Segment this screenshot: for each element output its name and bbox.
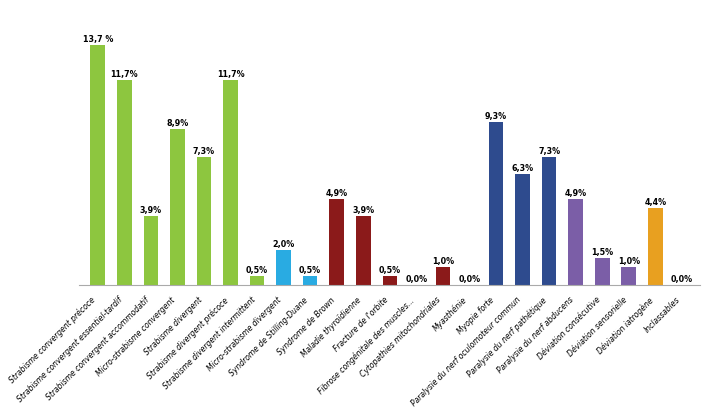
Text: 1,0%: 1,0% [618, 256, 640, 266]
Bar [542, 157, 556, 285]
Text: 0,0%: 0,0% [671, 274, 693, 283]
Bar [90, 46, 105, 285]
Bar [383, 276, 397, 285]
Text: 9,3%: 9,3% [485, 112, 507, 121]
Text: 7,3%: 7,3% [193, 147, 215, 155]
Text: 0,0%: 0,0% [458, 274, 481, 283]
Bar [436, 268, 450, 285]
Text: 0,5%: 0,5% [246, 265, 268, 274]
Text: 11,7%: 11,7% [217, 70, 244, 78]
Text: 3,9%: 3,9% [352, 206, 374, 215]
Bar [595, 259, 609, 285]
Bar [223, 81, 238, 285]
Text: 8,9%: 8,9% [167, 119, 189, 128]
Bar [515, 175, 530, 285]
Bar [568, 199, 583, 285]
Bar [303, 276, 318, 285]
Text: 4,9%: 4,9% [565, 188, 587, 197]
Bar [117, 81, 131, 285]
Bar [197, 157, 211, 285]
Text: 2,0%: 2,0% [273, 239, 294, 248]
Text: 13,7 %: 13,7 % [83, 35, 113, 44]
Bar [621, 268, 636, 285]
Text: 1,5%: 1,5% [591, 248, 614, 257]
Bar [356, 217, 371, 285]
Text: 6,3%: 6,3% [511, 164, 534, 173]
Text: 0,5%: 0,5% [299, 265, 321, 274]
Text: 0,0%: 0,0% [405, 274, 427, 283]
Text: 4,9%: 4,9% [325, 188, 348, 197]
Text: 3,9%: 3,9% [140, 206, 162, 215]
Bar [250, 276, 264, 285]
Bar [170, 130, 185, 285]
Text: 11,7%: 11,7% [111, 70, 138, 78]
Text: 4,4%: 4,4% [645, 197, 666, 206]
Text: 1,0%: 1,0% [432, 256, 454, 266]
Bar [489, 123, 503, 285]
Bar [143, 217, 158, 285]
Text: 7,3%: 7,3% [538, 147, 560, 155]
Bar [648, 208, 663, 285]
Bar [330, 199, 344, 285]
Text: 0,5%: 0,5% [378, 265, 401, 274]
Bar [276, 250, 291, 285]
